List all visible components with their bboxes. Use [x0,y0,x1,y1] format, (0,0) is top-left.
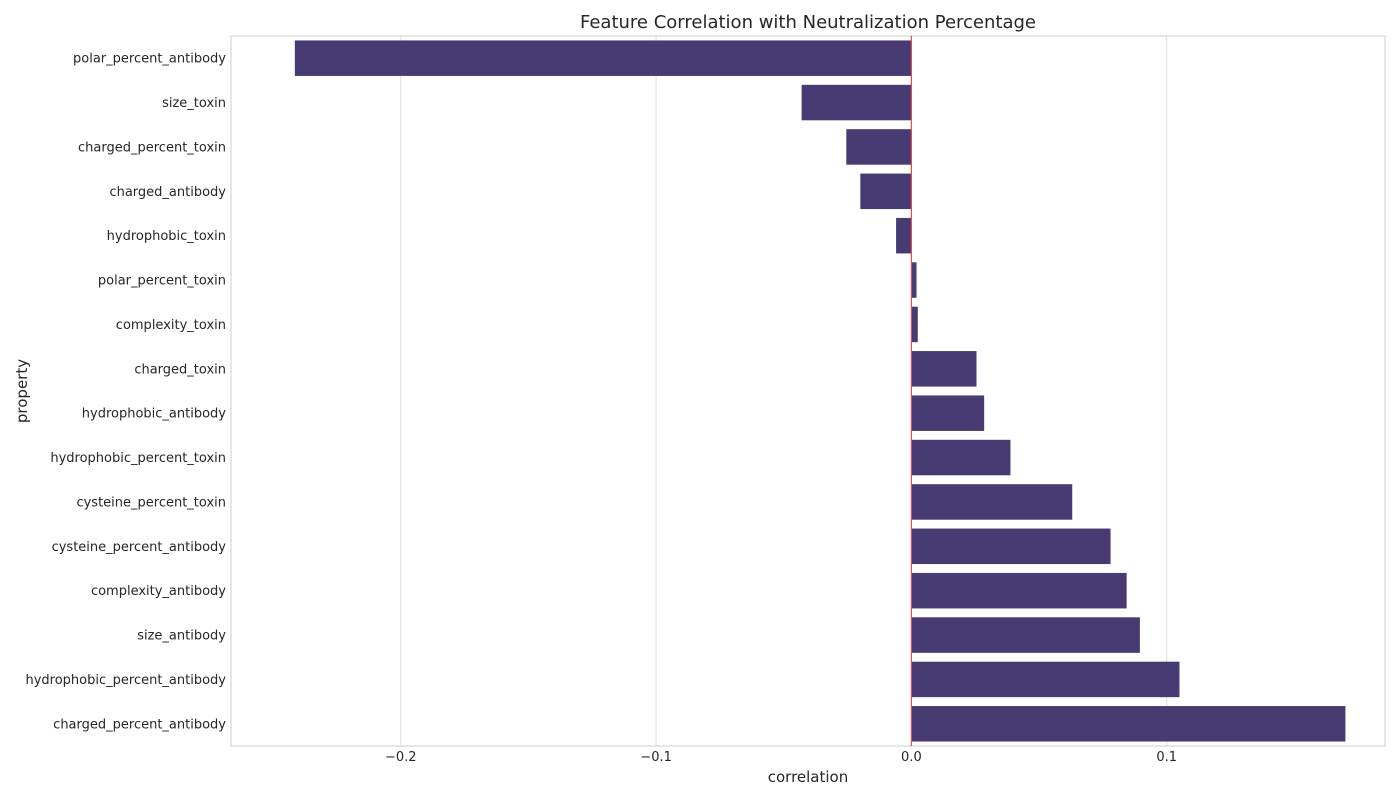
category-label: charged_percent_antibody [53,717,226,732]
bar-hydrophobic-percent-toxin [911,439,1011,476]
plot-area: −0.2 −0.1 0.0 0.1 polar_percent_antibodysiz… [25,35,1386,765]
bar-size-toxin [801,84,912,121]
bar-charged-antibody [860,173,912,210]
category-label: size_antibody [137,629,226,644]
x-tick-label: 0.0 [901,750,922,765]
category-label: hydrophobic_percent_antibody [25,673,226,688]
x-tick-labels: −0.2 −0.1 0.0 0.1 [385,750,1177,765]
bar-cysteine-percent-toxin [911,484,1073,520]
bar-polar-percent-toxin [911,262,917,298]
category-label: cysteine_percent_toxin [76,495,226,510]
category-label: hydrophobic_percent_toxin [50,451,226,466]
bars [294,40,1346,742]
bar-charged-percent-antibody [911,706,1346,742]
category-label: charged_antibody [109,185,226,200]
y-category-labels: polar_percent_antibody size_toxin charged_… [25,52,226,733]
bar-hydrophobic-percent-antibody [911,661,1180,698]
category-label: cysteine_percent_antibody [52,540,227,555]
x-tick-label: −0.1 [640,750,672,765]
bar-charged-toxin [911,351,977,387]
x-tick-label: −0.2 [385,750,417,765]
category-label: charged_toxin [134,362,226,377]
chart-title: Feature Correlation with Neutralization … [580,12,1036,33]
category-label: complexity_antibody [91,584,226,599]
bar-complexity-toxin [911,306,918,343]
category-label: charged_percent_toxin [78,140,226,155]
y-axis-label: property [13,359,31,423]
bar-hydrophobic-toxin [896,217,912,254]
category-label: hydrophobic_antibody [82,407,227,422]
category-label: polar_percent_toxin [98,274,226,289]
x-axis-label: correlation [768,768,849,786]
bar-charged-percent-toxin [846,129,912,165]
bar-polar-percent-antibody [294,40,912,76]
bar-hydrophobic-antibody [911,395,985,431]
bar-cysteine-percent-antibody [911,528,1111,565]
category-label: complexity_toxin [116,318,226,333]
category-label: hydrophobic_toxin [107,229,226,244]
category-label: size_toxin [162,96,226,111]
plot-frame [230,35,1386,747]
bar-size-antibody [911,617,1140,653]
bar-complexity-antibody [911,572,1127,609]
category-label: polar_percent_antibody [73,52,226,67]
x-tick-label: 0.1 [1156,750,1177,765]
